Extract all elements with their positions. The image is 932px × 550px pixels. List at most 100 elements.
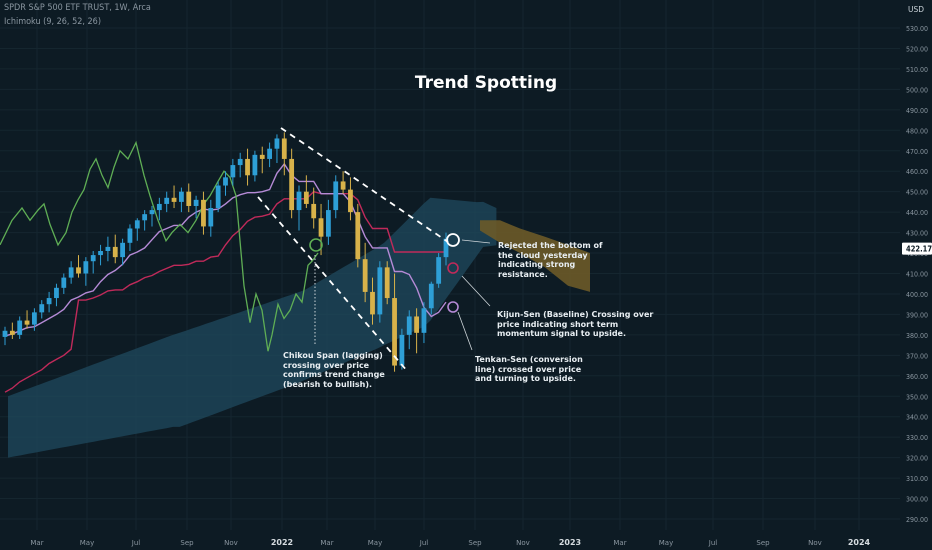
candle-body bbox=[90, 255, 96, 262]
time-tick-label: Jul bbox=[419, 539, 429, 547]
time-tick-label: Jul bbox=[131, 539, 141, 547]
candle-body bbox=[201, 199, 206, 227]
time-tick-label: Mar bbox=[613, 539, 626, 547]
price-tick-label: 460.00 bbox=[906, 168, 928, 176]
annotation-line: indicating strong bbox=[498, 260, 576, 269]
candle-body bbox=[223, 177, 228, 186]
candle-body bbox=[370, 291, 375, 315]
candle-body bbox=[259, 154, 265, 159]
time-tick-label: May bbox=[80, 539, 94, 547]
annotation-line: line) crossed over price bbox=[475, 364, 582, 374]
price-tick-label: 400.00 bbox=[906, 291, 928, 299]
price-tick-label: 390.00 bbox=[906, 311, 928, 319]
marker-tenkan-cross bbox=[447, 301, 459, 313]
last-price-tag bbox=[902, 242, 932, 255]
price-tick-label: 310.00 bbox=[906, 475, 928, 483]
price-tick-label: 330.00 bbox=[906, 434, 928, 442]
price-tick-label: 490.00 bbox=[906, 107, 928, 115]
marker-kijun-cross bbox=[447, 262, 459, 274]
symbol-header[interactable]: SPDR S&P 500 ETF TRUST, 1W, Arca bbox=[4, 3, 151, 13]
pointer-line bbox=[461, 239, 491, 244]
price-axis[interactable]: USD 290.00 300.00 310.00 320.00 330.00 340.00 3… bbox=[900, 0, 932, 550]
candle-body bbox=[17, 320, 23, 335]
price-tick-label: 470.00 bbox=[906, 148, 928, 156]
cloud-bullish bbox=[480, 220, 590, 292]
indicator-header[interactable]: Ichimoku (9, 26, 52, 26) bbox=[4, 17, 101, 27]
trend-line-upper bbox=[280, 127, 449, 243]
candle-body bbox=[303, 191, 309, 204]
time-tick-label: Jul bbox=[708, 539, 718, 547]
tenkan-sen-line bbox=[4, 162, 447, 337]
candle-body bbox=[333, 181, 339, 211]
annotation-kijun: Kijun-Sen (Baseline) Crossing over price… bbox=[497, 310, 653, 339]
candle-body bbox=[32, 312, 37, 325]
candle-body bbox=[193, 199, 199, 206]
annotation-line: Kijun-Sen (Baseline) Crossing over bbox=[497, 310, 654, 319]
time-tick-label: Nov bbox=[224, 539, 238, 547]
candle-body bbox=[179, 191, 184, 202]
marker-chikou-cross bbox=[309, 238, 323, 252]
candle-body bbox=[311, 203, 317, 219]
candle-body bbox=[215, 185, 221, 209]
ichimoku-cloud bbox=[8, 197, 590, 458]
pointer-line bbox=[461, 275, 491, 307]
annotation-line: confirms trend change bbox=[283, 370, 385, 379]
candle-body bbox=[142, 214, 148, 221]
price-tick-label: 370.00 bbox=[906, 352, 928, 360]
annotation-line: Rejected the bottom of bbox=[498, 241, 603, 250]
price-tick-label: 300.00 bbox=[906, 496, 928, 504]
time-tick-label: Mar bbox=[320, 539, 333, 547]
candle-body bbox=[127, 228, 133, 243]
candle-body bbox=[384, 267, 390, 299]
candle-body bbox=[296, 191, 302, 211]
candle-body bbox=[208, 208, 214, 227]
annotation-line: the cloud yesterday bbox=[498, 250, 588, 260]
candle-body bbox=[421, 308, 427, 333]
candle-body bbox=[134, 220, 140, 229]
time-axis[interactable]: Mar May Jul Sep Nov 2022 Mar May Jul Sep Nov 2023 Ma… bbox=[30, 538, 870, 547]
time-tick-label: 2022 bbox=[271, 538, 293, 547]
kijun-sen-line bbox=[4, 190, 446, 393]
chart-title: Trend Spotting bbox=[415, 73, 557, 93]
time-tick-label: Nov bbox=[808, 539, 822, 547]
candle-body bbox=[362, 259, 368, 292]
candle-body bbox=[340, 181, 346, 190]
candle-body bbox=[68, 267, 74, 278]
time-tick-label: 2024 bbox=[848, 538, 871, 547]
trend-line-lower bbox=[257, 196, 409, 373]
candle-body bbox=[61, 277, 67, 288]
candle-body bbox=[230, 165, 236, 178]
candle-body bbox=[164, 197, 170, 204]
candle-body bbox=[112, 246, 118, 258]
candle-body bbox=[348, 189, 353, 213]
price-tick-label: 510.00 bbox=[906, 66, 928, 74]
time-tick-label: Sep bbox=[468, 539, 482, 547]
candle-body bbox=[274, 138, 280, 149]
price-tick-label: 380.00 bbox=[906, 332, 928, 340]
candle-body bbox=[76, 267, 81, 274]
annotation-rejected: Rejected the bottom of the cloud yesterd… bbox=[498, 241, 602, 279]
annotation-tenkan: Tenkan-Sen (conversion line) crossed ove… bbox=[475, 355, 583, 384]
pointer-line bbox=[457, 311, 473, 351]
chikou-span-line bbox=[0, 140, 319, 352]
candle-body bbox=[24, 320, 30, 325]
candle-body bbox=[267, 148, 272, 159]
candle-body bbox=[399, 334, 405, 366]
candle-body bbox=[149, 210, 155, 215]
time-tick-label: May bbox=[368, 539, 382, 547]
candle-body bbox=[443, 238, 449, 258]
candle-body bbox=[156, 203, 162, 211]
price-tick-label: 350.00 bbox=[906, 393, 928, 401]
annotation-line: (bearish to bullish). bbox=[283, 379, 373, 389]
annotation-markers bbox=[309, 233, 491, 351]
price-tick-label: 500.00 bbox=[906, 86, 928, 94]
ichimoku-lines bbox=[0, 140, 447, 393]
candle-body bbox=[406, 316, 412, 335]
annotation-line: momentum signal to upside. bbox=[497, 329, 627, 338]
price-tick-label: 320.00 bbox=[906, 455, 928, 463]
candle-body bbox=[355, 212, 361, 260]
candle-body bbox=[436, 257, 442, 284]
time-tick-label: Nov bbox=[516, 539, 530, 547]
